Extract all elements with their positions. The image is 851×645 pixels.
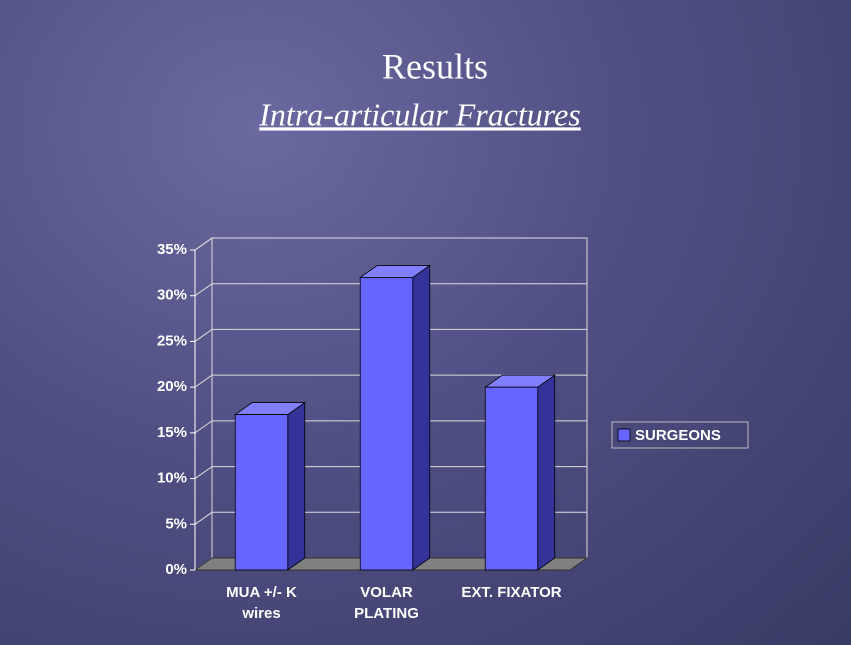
bar-side	[537, 374, 556, 571]
chart-subtitle: Intra-articular Fractures	[258, 96, 580, 132]
grid-line	[194, 511, 587, 525]
bar	[234, 414, 289, 571]
x-tick-label: VOLAR PLATING	[354, 584, 419, 622]
x-tick-label: MUA +/- K wires	[226, 584, 297, 622]
grid-line	[194, 328, 587, 342]
grid-line	[194, 237, 587, 251]
legend-label: SURGEONS	[635, 427, 721, 444]
y-tick-label: 0%	[165, 561, 187, 578]
bar-side	[412, 264, 431, 571]
legend-swatch	[617, 428, 631, 442]
y-tick-label: 10%	[157, 470, 187, 487]
grid-line	[194, 283, 587, 297]
grid-line	[194, 466, 587, 479]
bar-side	[287, 401, 306, 571]
grid-line	[194, 374, 587, 388]
y-tick-label: 15%	[157, 424, 187, 441]
bar	[359, 277, 414, 571]
y-tick-label: 5%	[165, 515, 187, 532]
legend-box	[611, 421, 749, 449]
grid-line	[194, 420, 587, 434]
y-tick-label: 30%	[157, 287, 187, 304]
y-tick-label: 35%	[157, 241, 187, 258]
side-wall	[194, 237, 213, 571]
y-tick-label: 25%	[157, 332, 187, 349]
x-tick-label: EXT. FIXATOR	[461, 584, 562, 601]
y-tick-label: 20%	[157, 378, 187, 395]
chart-title: Results	[382, 46, 488, 86]
bar	[484, 386, 539, 571]
